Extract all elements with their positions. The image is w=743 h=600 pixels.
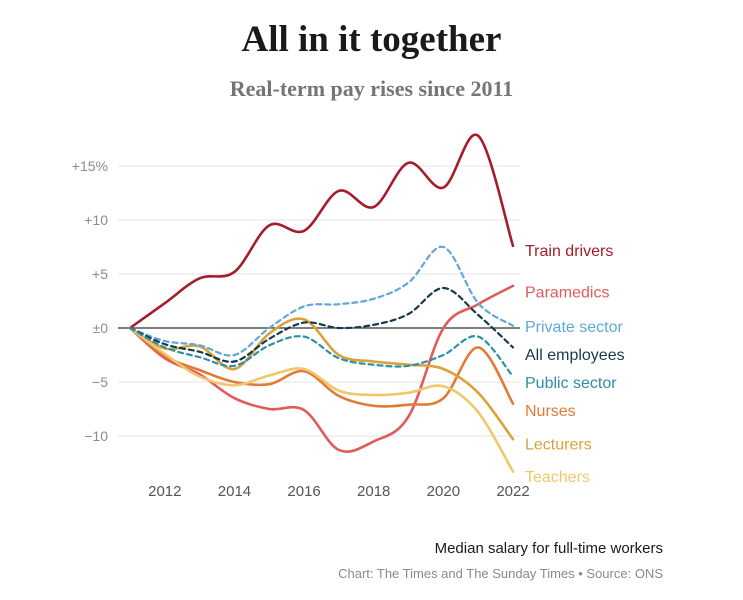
series-line-public-sector: [128, 326, 515, 378]
x-tick-label: 2018: [357, 483, 390, 500]
series-line-train-drivers: [128, 133, 515, 330]
y-tick-label: −5: [92, 374, 108, 390]
x-tick-label: 2020: [427, 483, 460, 500]
series-label-public-sector: Public sector: [525, 375, 617, 392]
series-label-lecturers: Lecturers: [525, 437, 592, 454]
chart-footnote: Median salary for full-time workers: [434, 540, 663, 557]
x-tick-label: 2012: [148, 483, 181, 500]
series-line-private-sector: [128, 245, 515, 357]
series-line-lecturers: [128, 317, 515, 441]
series-line-all-employees: [128, 286, 515, 363]
x-tick-label: 2016: [287, 483, 320, 500]
y-axis-tick-labels: +15% +10 +5 ±0 −5 −10: [72, 158, 108, 444]
x-axis-tick-labels: 2012 2014 2016 2018 2020 2022: [148, 483, 530, 500]
chart-subtitle: Real-term pay rises since 2011: [229, 76, 514, 101]
series-lines: [128, 133, 515, 473]
series-line-teachers: [128, 326, 515, 473]
series-label-all-employees: All employees: [525, 347, 625, 364]
chart-title: All in it together: [241, 19, 502, 60]
y-tick-label: +10: [84, 212, 108, 228]
y-tick-label: ±0: [93, 320, 109, 336]
x-tick-label: 2022: [496, 483, 529, 500]
series-label-train-drivers: Train drivers: [525, 243, 613, 260]
series-label-teachers: Teachers: [525, 469, 590, 486]
series-line-nurses: [128, 326, 515, 408]
series-labels: Train drivers Paramedics Private sector All…: [525, 243, 625, 486]
y-tick-label: −10: [84, 428, 108, 444]
y-tick-label: +5: [92, 266, 108, 282]
series-label-private-sector: Private sector: [525, 319, 623, 336]
series-label-paramedics: Paramedics: [525, 284, 609, 301]
x-tick-label: 2014: [218, 483, 251, 500]
series-label-nurses: Nurses: [525, 403, 576, 420]
chart-source: Chart: The Times and The Sunday Times • …: [338, 566, 663, 581]
series-line-paramedics: [128, 284, 515, 453]
y-tick-label: +15%: [72, 158, 108, 174]
